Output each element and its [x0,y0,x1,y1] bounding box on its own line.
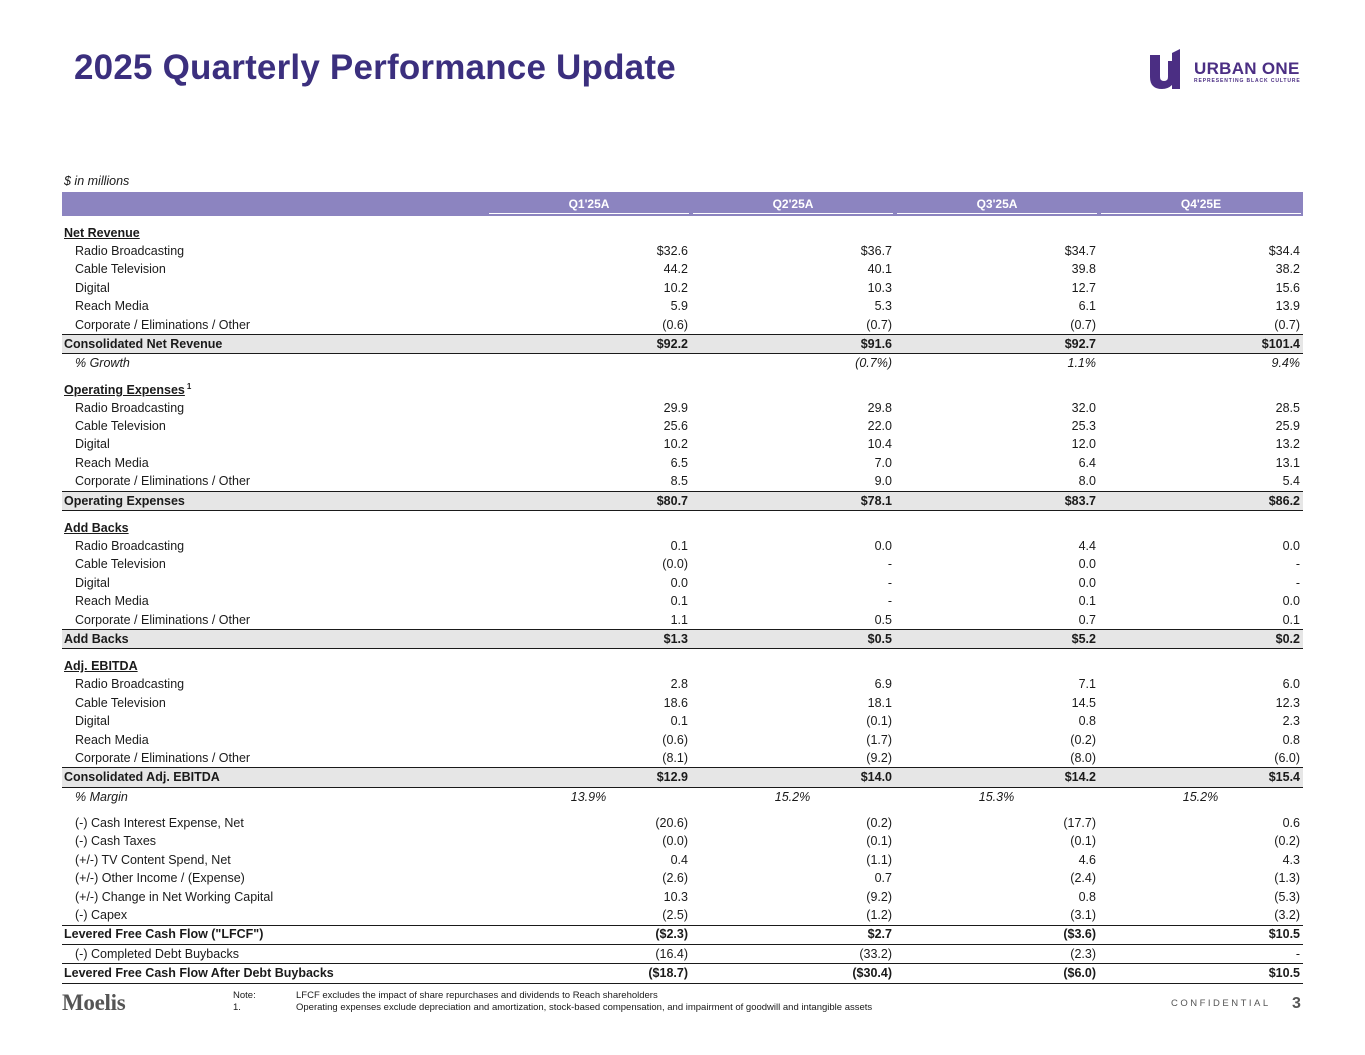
table-row: Digital 0.1 (0.1) 0.8 2.3 [75,714,1300,729]
table-row: (-) Cash Taxes (0.0) (0.1) (0.1) (0.2) [75,834,1300,849]
table-row: Reach Media 6.5 7.0 6.4 13.1 [75,455,1300,470]
table-row: Radio Broadcasting 29.9 29.8 32.0 28.5 [75,400,1300,415]
table-row: (+/-) Change in Net Working Capital 10.3… [75,889,1300,904]
section-heading-add-backs: Add Backs [64,520,129,535]
table-row: Radio Broadcasting 0.1 0.0 4.4 0.0 [75,539,1300,554]
table-row: Cable Television 25.6 22.0 25.3 25.9 [75,419,1300,434]
moelis-logo: Moelis [62,990,126,1015]
column-header-q2: Q2'25A [691,192,895,216]
table-row: Digital 10.2 10.3 12.7 15.6 [75,280,1300,295]
column-header-row: Q1'25A Q2'25A Q3'25A Q4'25E [62,192,1303,216]
financial-table: Q1'25A Q2'25A Q3'25A Q4'25E Net Revenue … [62,192,1303,984]
table-row: Corporate / Eliminations / Other (8.1) (9… [75,750,1300,765]
units-label: $ in millions [64,174,130,188]
confidential-label: CONFIDENTIAL [1171,998,1271,1009]
page-number: 3 [1292,995,1301,1012]
table-row: Corporate / Eliminations / Other 8.5 9.0 8… [75,474,1300,489]
growth-row: % Growth (0.7%) 1.1% 9.4% [75,356,1300,371]
table-row: Digital 0.0-0.0- [75,575,1300,590]
table-row: Cable Television 44.2 40.1 39.8 38.2 [75,262,1300,277]
footnotes: Note: LFCF excludes the impact of share r… [233,990,872,1013]
table-row: (-) Cash Interest Expense, Net (20.6) (0.… [75,816,1300,831]
urban-one-logo: URBAN ONE REPRESENTING BLACK CULTURE [1148,49,1308,89]
total-row-adj-ebitda: Consolidated Adj. EBITDA $12.9 $14.0 $14.2… [62,767,1303,788]
table-row: Corporate / Eliminations / Other (0.6) (0… [75,317,1300,332]
logo-wordmark: URBAN ONE [1194,59,1300,78]
section-heading-operating-expenses: Operating Expenses 1 [64,381,192,398]
table-row: (-) Completed Debt Buybacks (16.4) (33.2)… [75,946,1300,961]
footnote-note: Note: LFCF excludes the impact of share r… [233,990,658,1001]
table-row: Corporate / Eliminations / Other 1.1 0.5 0… [75,612,1300,627]
table-row: Cable Television 18.6 18.1 14.5 12.3 [75,695,1300,710]
table-row: (-) Capex (2.5) (1.2) (3.1) (3.2) [75,908,1300,923]
column-header-q4: Q4'25E [1099,192,1303,216]
column-header-label [62,192,487,216]
section-heading-net-revenue: Net Revenue [64,225,140,240]
logo-tagline: REPRESENTING BLACK CULTURE [1194,78,1301,84]
column-header-q3: Q3'25A [895,192,1099,216]
urban-one-mark-icon [1150,49,1180,89]
table-row: Radio Broadcasting 2.8 6.9 7.1 6.0 [75,677,1300,692]
table-row: Digital 10.2 10.4 12.0 13.2 [75,437,1300,452]
table-row: (+/-) Other Income / (Expense) (2.6) 0.7(… [75,871,1300,886]
table-row: Cable Television (0.0) -0.0- [75,557,1300,572]
total-row-lfcf-after-buybacks: Levered Free Cash Flow After Debt Buybac… [62,963,1303,984]
table-row: Reach Media 0.1-0.1 0.0 [75,594,1300,609]
table-row: Reach Media 5.9 5.3 6.1 13.9 [75,299,1300,314]
footnote-marker: 1 [186,381,192,391]
page-title: 2025 Quarterly Performance Update [74,48,676,87]
margin-row: % Margin 13.9% 15.2% 15.3% 15.2% [75,789,1219,804]
total-row-net-revenue: Consolidated Net Revenue $92.2 $91.6 $92.7… [62,333,1303,355]
table-row: (+/-) TV Content Spend, Net 0.4 (1.1) 4.6 4… [75,852,1300,867]
table-row: Radio Broadcasting $32.6 $36.7 $34.7 $34.4 [75,243,1300,258]
total-row-operating-expenses: Operating Expenses $80.7 $78.1 $83.7 $86.2 [62,490,1303,512]
total-row-add-backs: Add Backs $1.3 $0.5 $5.2 $0.2 [62,629,1303,650]
section-heading-adj-ebitda: Adj. EBITDA [64,659,138,674]
column-header-q1: Q1'25A [487,192,691,216]
table-row: Reach Media (0.6) (1.7) (0.2) 0.8 [75,732,1300,747]
footnote-1: 1. Operating expenses exclude depreciatio… [233,1001,873,1013]
total-row-lfcf: Levered Free Cash Flow ("LFCF") ($2.3) $2… [62,924,1303,945]
